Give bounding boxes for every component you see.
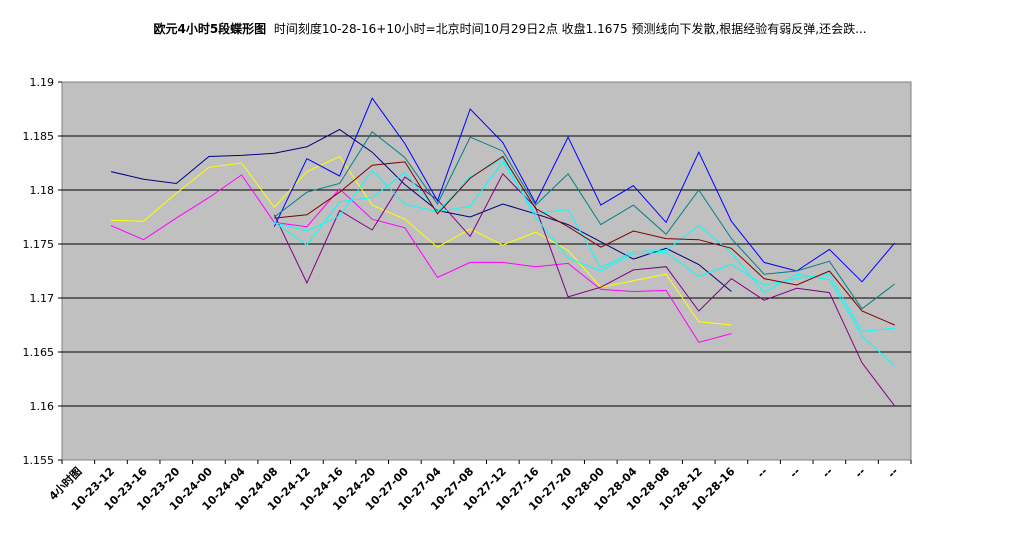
y-tick-label: 1.18 [30,184,55,197]
series-lines [110,97,896,407]
y-axis: 1.155 1.16 1.165 1.17 1.175 1.18 1.185 1.19 [23,76,62,467]
y-tick-label: 1.175 [23,238,55,251]
series-line-5 [273,97,896,283]
x-axis: 4小时图10-23-1210-23-1610-23-2010-24-0010-2… [46,460,912,513]
chart-subtitle: 时间刻度10-28-16+10小时=北京时间10月29日2点 收盘1.1675 … [273,22,867,36]
x-tick-label: -- [885,465,901,481]
y-tick-label: 1.16 [30,400,55,413]
series-line-8 [274,158,895,333]
y-tick-label: 1.165 [23,346,55,359]
x-tick-label: -- [787,465,803,481]
plot-area [61,81,912,461]
series-line-9 [274,155,895,326]
chart-title: 欧元4小时5段蝶形图 [153,22,267,36]
series-line-3 [110,174,732,343]
chart-title-line: 欧元4小时5段蝶形图 时间刻度10-28-16+10小时=北京时间10月29日2… [0,20,1020,37]
series-line-6 [273,130,896,310]
y-tick-label: 1.155 [23,454,55,467]
series-line-2 [110,155,732,326]
series-line-7 [274,161,896,367]
series-line-4 [273,172,896,407]
x-tick-label: -- [820,465,836,481]
y-tick-label: 1.185 [23,130,55,143]
x-tick-label: -- [755,465,771,481]
x-tick-label: -- [852,465,868,481]
y-tick-label: 1.17 [30,292,55,305]
y-tick-label: 1.19 [30,76,55,89]
